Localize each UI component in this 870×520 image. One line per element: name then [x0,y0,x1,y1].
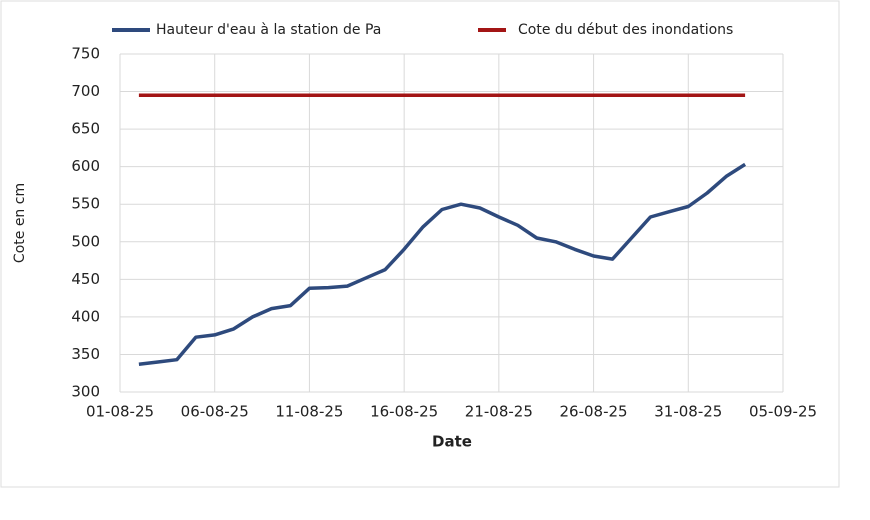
series-line [138,162,747,366]
y-tick-label: 650 [71,120,100,138]
x-tick-label: 06-08-25 [181,403,249,421]
y-tick-label: 600 [71,157,100,175]
x-tick-label: 05-09-25 [749,403,817,421]
x-tick-label: 01-08-25 [86,403,154,421]
y-tick-label: 500 [71,232,100,250]
y-tick-label: 350 [71,345,100,363]
y-tick-label: 400 [71,307,100,325]
legend-label: Cote du début des inondations [518,22,733,38]
y-tick-label: 550 [71,195,100,213]
chart-frame [0,0,840,488]
y-tick-label: 750 [71,45,100,63]
x-tick-label: 21-08-25 [465,403,533,421]
y-axis-label: Cote en cm [12,183,28,263]
y-tick-label: 700 [71,82,100,100]
x-tick-label: 26-08-25 [560,403,628,421]
y-tick-label: 300 [71,383,100,401]
x-tick-label: 16-08-25 [370,403,438,421]
legend-label: Hauteur d'eau à la station de Pa [156,22,381,38]
x-tick-label: 31-08-25 [654,403,722,421]
x-tick-label: 11-08-25 [275,403,343,421]
y-tick-label: 450 [71,270,100,288]
x-axis-label: Date [432,433,472,451]
